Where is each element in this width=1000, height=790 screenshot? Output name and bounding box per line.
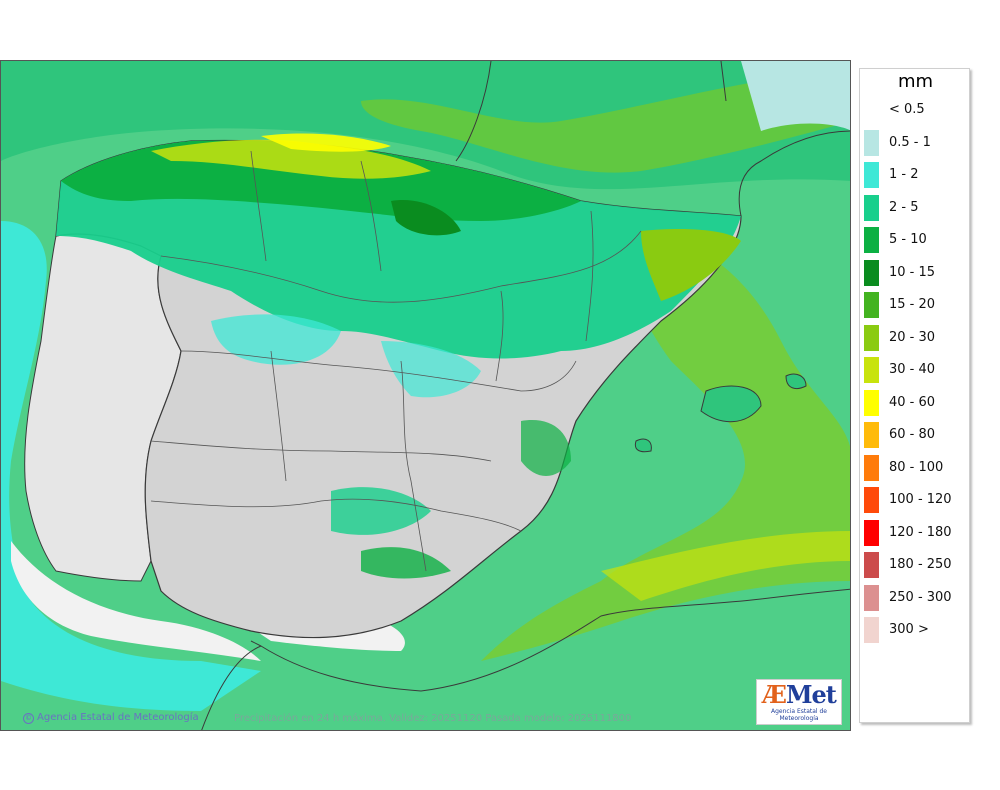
legend-item: 0.5 - 1 <box>864 129 968 156</box>
legend-swatch <box>864 129 879 156</box>
legend-item: 1 - 2 <box>864 162 968 188</box>
mallorca <box>700 385 762 423</box>
legend-item: 300 > <box>864 617 968 643</box>
legend-label: 15 - 20 <box>889 297 936 312</box>
legend-swatch <box>864 422 879 448</box>
rain-field-granada <box>361 547 451 579</box>
rain-field-catalonia <box>641 229 741 301</box>
legend-label: < 0.5 <box>889 102 925 117</box>
legend-swatch <box>864 97 879 123</box>
rain-field-atlantic-west <box>1 221 261 711</box>
legend-label: 120 - 180 <box>889 524 952 540</box>
legend-swatch <box>864 584 879 611</box>
logo-wordmark: ÆMet <box>762 680 837 709</box>
legend-label: 2 - 5 <box>889 199 919 215</box>
legend-item: 40 - 60 <box>864 389 968 416</box>
legend-swatch <box>864 162 879 188</box>
coast-strait <box>250 640 262 647</box>
rain-field-north-band <box>361 61 850 173</box>
border-line-north <box>720 61 727 102</box>
legend-swatch <box>864 357 879 383</box>
legend-label: 60 - 80 <box>889 427 936 442</box>
legend-swatch <box>864 454 879 481</box>
legend-item: 60 - 80 <box>864 422 968 448</box>
legend-item: 100 - 120 <box>864 487 968 513</box>
legend-item: 180 - 250 <box>864 552 968 578</box>
legend-swatch <box>864 487 879 513</box>
legend-label: 1 - 2 <box>889 167 919 182</box>
legend-swatch <box>864 519 879 546</box>
legend-swatch <box>864 552 879 578</box>
legend-panel: mm < 0.5 0.5 - 1 1 - 2 2 - 5 5 - 10 10 - 15 15… <box>859 68 970 723</box>
legend-label: 10 - 15 <box>889 264 936 280</box>
legend-item: 10 - 15 <box>864 259 968 286</box>
rain-field-centre-1 <box>211 314 341 365</box>
logo-subtitle: Agencia Estatal de Meteorología <box>770 708 827 722</box>
precipitation-map: © Agencia Estatal de Meteorología Precipi… <box>0 60 851 731</box>
rain-field-max <box>261 133 391 152</box>
ibiza <box>634 438 652 453</box>
legend-label: 40 - 60 <box>889 394 936 410</box>
aemet-logo: ÆMet Agencia Estatal de Meteorología <box>756 679 842 725</box>
legend-swatch <box>864 227 879 253</box>
legend-label: 5 - 10 <box>889 232 927 247</box>
rain-field-centre-2 <box>381 341 481 398</box>
legend-swatch <box>864 324 879 351</box>
legend-item: 2 - 5 <box>864 194 968 221</box>
legend-label: 100 - 120 <box>889 492 952 507</box>
legend-unit: mm <box>897 71 934 92</box>
coast-france <box>738 130 850 217</box>
legend-item: 80 - 100 <box>864 454 968 481</box>
legend-swatch <box>864 389 879 416</box>
legend-label: 250 - 300 <box>889 589 952 605</box>
legend-item: 120 - 180 <box>864 519 968 546</box>
legend-item: 15 - 20 <box>864 292 968 318</box>
legend-label: 180 - 250 <box>889 557 952 572</box>
copyright-credit: © Agencia Estatal de Meteorología <box>23 712 199 724</box>
legend-swatch <box>864 259 879 286</box>
legend-item: 20 - 30 <box>864 324 968 351</box>
dry-patch-atlantic <box>11 541 261 661</box>
copyright-icon: © <box>23 713 34 724</box>
legend-swatch <box>864 194 879 221</box>
legend-label: 30 - 40 <box>889 362 936 377</box>
legend-item: 30 - 40 <box>864 357 968 383</box>
legend-label: 300 > <box>889 622 929 637</box>
border-france <box>455 61 492 162</box>
credit-text: Agencia Estatal de Meteorología <box>37 712 199 723</box>
legend-item: 250 - 300 <box>864 584 968 611</box>
legend-label: 80 - 100 <box>889 459 944 475</box>
legend-swatch <box>864 292 879 318</box>
rain-field-east-core <box>601 531 850 601</box>
dry-patch-northeast <box>741 61 850 131</box>
rain-field-valencia <box>521 420 571 476</box>
rain-field-navarra <box>391 200 461 236</box>
legend-item: 5 - 10 <box>864 227 968 253</box>
rain-field-cantabrian-peak <box>151 139 431 179</box>
map-canvas <box>1 61 850 730</box>
map-caption: Precipitación en 24 h máxima. Validez: 2… <box>234 713 632 724</box>
legend-label: 0.5 - 1 <box>889 134 931 150</box>
region-boundaries <box>150 150 642 572</box>
legend-swatch <box>864 617 879 643</box>
legend-label: 20 - 30 <box>889 329 936 345</box>
legend-item: < 0.5 <box>864 97 968 123</box>
menorca <box>785 373 807 389</box>
